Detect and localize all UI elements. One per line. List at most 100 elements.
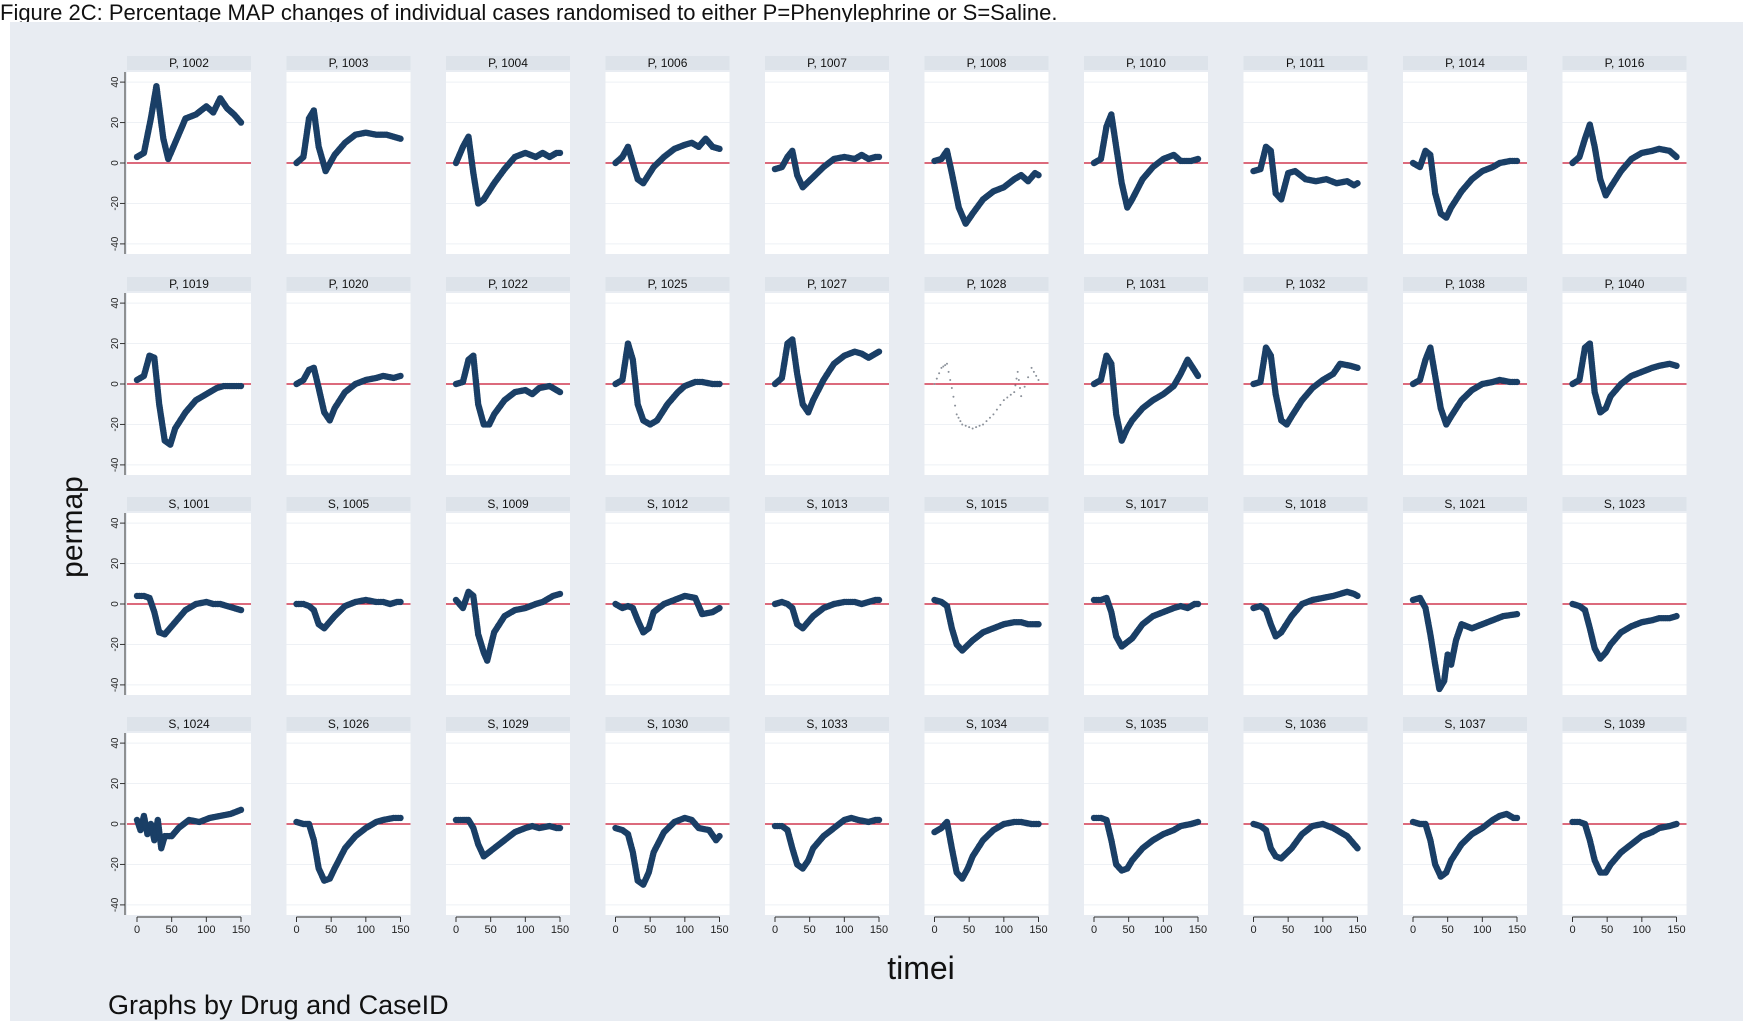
panel-title: P, 1020 bbox=[329, 277, 369, 291]
panel-title: S, 1023 bbox=[1604, 497, 1646, 511]
panel-header bbox=[1084, 277, 1208, 291]
data-point bbox=[955, 413, 958, 416]
data-point bbox=[947, 370, 950, 373]
data-point bbox=[935, 377, 938, 380]
x-tick-label: 0 bbox=[293, 924, 299, 936]
data-point bbox=[397, 372, 404, 380]
panel-header bbox=[605, 277, 730, 291]
x-tick-label: 50 bbox=[1282, 924, 1294, 936]
y-tick-label: 20 bbox=[110, 117, 121, 129]
data-point bbox=[1354, 592, 1361, 600]
data-point bbox=[1032, 370, 1035, 373]
panel-title: P, 1022 bbox=[488, 277, 528, 291]
panel-header bbox=[446, 277, 570, 291]
x-tick-label: 50 bbox=[1123, 924, 1135, 936]
x-tick-label: 100 bbox=[357, 924, 375, 936]
data-point bbox=[999, 403, 1002, 406]
panel-title: S, 1033 bbox=[806, 717, 848, 731]
panel-header bbox=[924, 56, 1049, 70]
data-point bbox=[985, 420, 988, 423]
x-tick-label: 100 bbox=[1154, 924, 1172, 936]
data-point bbox=[982, 423, 985, 426]
data-point bbox=[1009, 393, 1012, 396]
data-point bbox=[944, 364, 947, 367]
data-point bbox=[961, 423, 964, 426]
y-tick-label: -40 bbox=[110, 677, 121, 692]
panel-title: P, 1003 bbox=[329, 56, 369, 70]
panel-title: S, 1036 bbox=[1285, 717, 1327, 731]
x-tick-label: 50 bbox=[325, 924, 337, 936]
data-point bbox=[1035, 820, 1042, 828]
panel-title: S, 1012 bbox=[647, 497, 689, 511]
panel-title: P, 1016 bbox=[1605, 56, 1645, 70]
x-tick-label: 150 bbox=[1508, 924, 1526, 936]
data-point bbox=[397, 598, 404, 606]
data-point bbox=[1019, 387, 1022, 390]
data-point bbox=[1513, 610, 1521, 618]
x-axis-title: timei bbox=[887, 950, 955, 986]
panel-title: S, 1009 bbox=[487, 497, 529, 511]
panel-title: S, 1026 bbox=[328, 717, 370, 731]
x-tick-label: 0 bbox=[1250, 924, 1256, 936]
data-point bbox=[556, 149, 564, 157]
data-point bbox=[875, 816, 883, 824]
x-tick-label: 150 bbox=[1667, 924, 1685, 936]
data-point bbox=[975, 426, 978, 429]
data-point bbox=[716, 604, 723, 612]
y-tick-label: -40 bbox=[110, 897, 121, 912]
y-tick-label: -40 bbox=[110, 457, 121, 472]
y-tick-label: -20 bbox=[110, 857, 121, 872]
y-tick-label: 0 bbox=[110, 601, 121, 607]
panel-header bbox=[286, 56, 411, 70]
x-tick-label: 150 bbox=[1189, 924, 1207, 936]
data-point bbox=[556, 388, 564, 396]
data-point bbox=[1194, 818, 1202, 826]
x-tick-label: 0 bbox=[612, 924, 618, 936]
data-point bbox=[1194, 155, 1202, 163]
panel-title: S, 1037 bbox=[1444, 717, 1486, 731]
x-tick-label: 0 bbox=[1091, 924, 1097, 936]
x-tick-label: 0 bbox=[1410, 924, 1416, 936]
data-point bbox=[968, 426, 971, 429]
x-tick-label: 100 bbox=[1473, 924, 1491, 936]
y-tick-label: -20 bbox=[110, 637, 121, 652]
x-tick-label: 50 bbox=[963, 924, 975, 936]
data-point bbox=[1015, 377, 1018, 380]
x-tick-label: 50 bbox=[1601, 924, 1613, 936]
y-tick-label: -20 bbox=[110, 417, 121, 432]
x-tick-label: 150 bbox=[551, 924, 569, 936]
panel-title: P, 1025 bbox=[648, 277, 688, 291]
panel-header bbox=[605, 56, 730, 70]
data-point bbox=[875, 348, 883, 355]
panel-title: P, 1002 bbox=[169, 56, 209, 70]
panel-title: S, 1035 bbox=[1125, 717, 1167, 731]
x-tick-label: 0 bbox=[453, 924, 459, 936]
data-point bbox=[1027, 376, 1030, 379]
panel-title: P, 1028 bbox=[967, 277, 1007, 291]
panel-title: P, 1019 bbox=[169, 277, 209, 291]
panel-header bbox=[924, 277, 1049, 291]
data-point bbox=[875, 153, 883, 161]
panel-title: S, 1039 bbox=[1604, 717, 1646, 731]
x-tick-label: 150 bbox=[710, 924, 728, 936]
y-tick-label: 20 bbox=[110, 778, 121, 790]
panel-title: S, 1005 bbox=[328, 497, 370, 511]
panel-header bbox=[1084, 56, 1208, 70]
data-point bbox=[959, 420, 962, 423]
panel-title: S, 1034 bbox=[966, 717, 1008, 731]
data-point bbox=[1030, 366, 1033, 369]
panel-title: P, 1031 bbox=[1126, 277, 1166, 291]
panel-title: S, 1024 bbox=[168, 717, 210, 731]
panel-title: S, 1018 bbox=[1285, 497, 1327, 511]
panel-header bbox=[765, 56, 889, 70]
data-point bbox=[237, 806, 245, 814]
data-point bbox=[1673, 820, 1680, 828]
data-point bbox=[237, 119, 245, 126]
data-point bbox=[952, 395, 955, 398]
panel-title: P, 1032 bbox=[1286, 277, 1326, 291]
data-point bbox=[1513, 157, 1521, 165]
x-tick-label: 0 bbox=[772, 924, 778, 936]
data-point bbox=[995, 408, 998, 411]
x-tick-label: 150 bbox=[391, 924, 409, 936]
x-tick-label: 100 bbox=[1314, 924, 1332, 936]
